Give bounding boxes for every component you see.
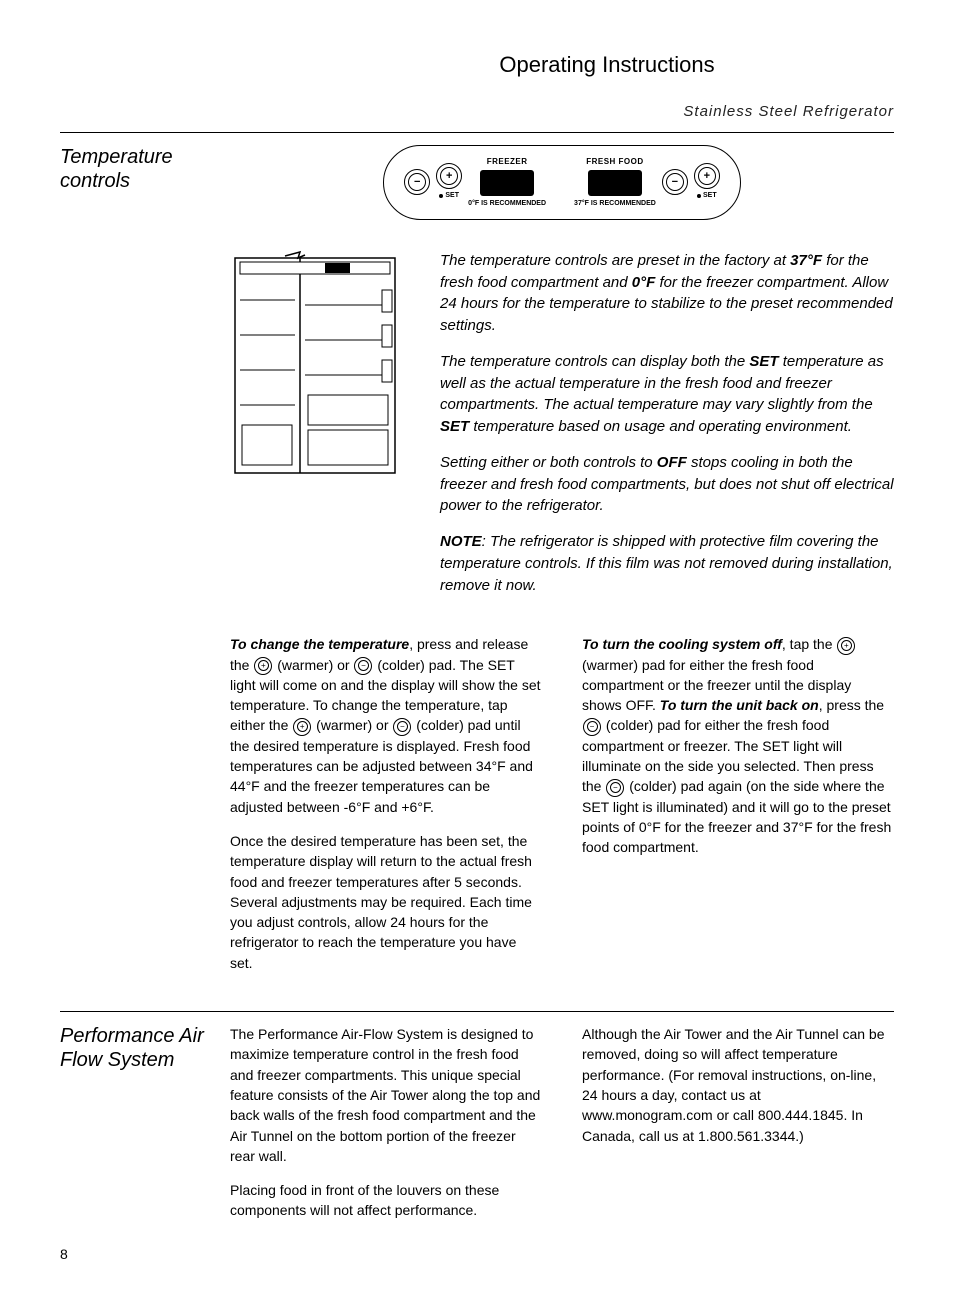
airflow-right-p1: Although the Air Tower and the Air Tunne… (582, 1024, 894, 1146)
left-p2: Once the desired temperature has been se… (230, 831, 542, 973)
divider (60, 132, 894, 133)
fresh-rec-label: 37°F IS RECOMMENDED (574, 199, 656, 209)
divider (60, 1011, 894, 1012)
instructions-columns: To change the temperature, press and rel… (230, 634, 894, 987)
section-airflow: Performance Air Flow System The Performa… (60, 1024, 894, 1221)
minus-icon: − (354, 657, 372, 675)
freezer-rec-label: 0°F IS RECOMMENDED (468, 199, 546, 209)
fresh-set-label: SET (697, 191, 717, 201)
freezer-plus-button: + (436, 163, 462, 189)
freezer-set-label: SET (439, 191, 459, 201)
fresh-label: FRESH FOOD (586, 156, 643, 167)
intro-text-block: The temperature controls are preset in t… (440, 250, 894, 611)
section-temperature-controls: Temperature controls − + SET FREEZER 0°F… (60, 145, 894, 987)
fresh-food-control-pod: FRESH FOOD 37°F IS RECOMMENDED − + SET (560, 150, 734, 215)
fridge-diagram (230, 250, 410, 611)
minus-icon: − (393, 718, 411, 736)
page-title: Operating Instructions (320, 50, 894, 81)
section-heading-temp: Temperature controls (60, 145, 210, 193)
freezer-display (480, 170, 534, 196)
freezer-control-pod: − + SET FREEZER 0°F IS RECOMMENDED (390, 150, 560, 215)
page-number: 8 (60, 1245, 894, 1265)
airflow-right-col: Although the Air Tower and the Air Tunne… (582, 1024, 894, 1221)
freezer-minus-button: − (404, 169, 430, 195)
page-subtitle: Stainless Steel Refrigerator (60, 101, 894, 122)
plus-icon: + (837, 637, 855, 655)
airflow-left-p2: Placing food in front of the louvers on … (230, 1180, 542, 1221)
minus-icon: − (583, 718, 601, 736)
section-heading-airflow: Performance Air Flow System (60, 1024, 210, 1072)
left-instructions-col: To change the temperature, press and rel… (230, 634, 542, 987)
plus-icon: + (293, 718, 311, 736)
minus-icon: − (606, 779, 624, 797)
airflow-left-p1: The Performance Air-Flow System is desig… (230, 1024, 542, 1166)
page-header: Operating Instructions Stainless Steel R… (60, 50, 894, 122)
airflow-left-col: The Performance Air-Flow System is desig… (230, 1024, 542, 1221)
fresh-plus-button: + (694, 163, 720, 189)
right-instructions-col: To turn the cooling system off, tap the … (582, 634, 894, 987)
plus-icon: + (254, 657, 272, 675)
control-panel-diagram: − + SET FREEZER 0°F IS RECOMMENDED FRESH… (230, 145, 894, 220)
freezer-label: FREEZER (487, 156, 528, 167)
fresh-minus-button: − (662, 169, 688, 195)
fresh-display (588, 170, 642, 196)
